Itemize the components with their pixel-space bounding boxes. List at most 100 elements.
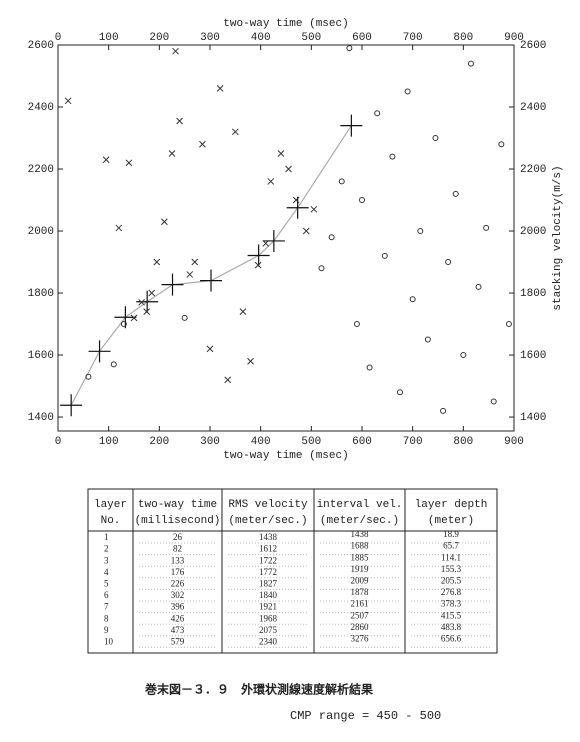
table-cell: 1438 (351, 529, 370, 539)
table-cell: 1722 (259, 555, 277, 565)
y-tick-label: 1600 (28, 350, 54, 362)
table-cell: 415.5 (441, 610, 462, 620)
semblance-circle (475, 283, 482, 290)
table-cell: 3276 (351, 633, 370, 643)
table-cell: 176 (171, 567, 185, 577)
semblance-x (206, 345, 214, 353)
semblance-x (302, 227, 310, 235)
semblance-x (168, 150, 176, 157)
velocity-pick (247, 244, 270, 267)
y-tick-label-right: 2200 (520, 164, 546, 176)
table-cell: 1688 (351, 541, 370, 551)
semblance-circle (483, 224, 490, 231)
semblance-x (310, 205, 318, 213)
x-tick-label-top: 600 (352, 32, 372, 44)
table-cell: 226 (171, 578, 185, 588)
velocity-pick (136, 290, 159, 313)
semblance-circle (359, 197, 365, 204)
table-cell: 473 (171, 625, 185, 635)
semblance-circle (318, 265, 325, 272)
semblance-x (186, 271, 194, 278)
table-cell: 426 (171, 613, 185, 623)
semblance-circle (353, 321, 360, 328)
table-cell: 2340 (259, 636, 278, 646)
y-tick-label: 2600 (28, 40, 54, 52)
x-tick-label-top: 200 (149, 32, 169, 44)
table-cell: 1 (104, 532, 109, 542)
semblance-circle (467, 60, 474, 67)
semblance-circle (432, 135, 439, 142)
velocity-pick (286, 196, 309, 219)
table-header: layer depth (415, 499, 488, 511)
semblance-x (292, 196, 300, 204)
semblance-x (254, 261, 262, 269)
semblance-circle (366, 364, 373, 371)
semblance-circle (498, 141, 505, 148)
semblance-circle (424, 336, 431, 343)
table-cell: 1968 (259, 613, 278, 623)
x-tick-label-top: 0 (55, 32, 62, 44)
y-tick-label: 2400 (28, 102, 54, 114)
semblance-x (125, 159, 133, 167)
table-cell: 396 (171, 602, 185, 612)
semblance-x (239, 308, 247, 315)
y-tick-label-right: 1400 (520, 412, 546, 424)
table-cell: 1921 (259, 602, 277, 612)
table-cell: 8 (104, 613, 109, 623)
semblance-circle (338, 178, 345, 185)
table-cell: 1612 (259, 544, 277, 554)
y-tick-label-right: 2600 (520, 40, 546, 52)
table-header: interval vel. (317, 499, 403, 511)
velocity-pick (88, 340, 111, 363)
y-tick-label: 1800 (28, 288, 54, 300)
x-tick-label: 800 (453, 436, 473, 448)
y-axis-label: stacking velocity(m/s) (552, 165, 564, 310)
semblance-circle (181, 314, 188, 321)
x-tick-label-top: 400 (251, 32, 271, 44)
x-tick-label-top: 500 (301, 32, 321, 44)
semblance-circle (389, 153, 396, 160)
semblance-x (199, 140, 206, 148)
x-tick-label: 600 (352, 436, 372, 448)
table-cell: 579 (171, 636, 185, 646)
semblance-circle (374, 110, 381, 117)
semblance-x (231, 128, 239, 136)
table-cell: 2075 (259, 625, 278, 635)
semblance-circle (120, 321, 127, 328)
x-axis-label-top: two-way time (msec) (223, 18, 348, 30)
x-axis-label: two-way time (msec) (223, 450, 348, 462)
table-cell: 1772 (259, 567, 277, 577)
semblance-x (247, 357, 254, 365)
plot-frame (57, 44, 515, 432)
x-tick-label-top: 300 (200, 32, 220, 44)
semblance-circle (346, 45, 353, 52)
table-header: (meter) (428, 515, 474, 527)
x-tick-label-top: 100 (99, 32, 119, 44)
table-header: (millisecond) (135, 515, 221, 527)
semblance-circle (381, 252, 388, 259)
table-cell: 483.8 (441, 622, 462, 632)
x-tick-label-top: 800 (453, 32, 473, 44)
semblance-circle (409, 296, 416, 303)
table-cell: 2009 (351, 575, 370, 585)
semblance-x (172, 47, 179, 55)
semblance-x (285, 165, 292, 173)
table-cell: 1438 (259, 532, 278, 542)
table-cell: 3 (104, 555, 109, 565)
table-cell: 2507 (351, 610, 370, 620)
y-tick-label-right: 2400 (520, 102, 546, 114)
table-header: (meter/sec.) (320, 515, 399, 527)
x-tick-label: 100 (99, 436, 119, 448)
semblance-x (102, 156, 110, 164)
semblance-x (277, 150, 285, 157)
semblance-x (262, 240, 270, 247)
table-cell: 656.6 (441, 633, 462, 643)
table-cell: 2161 (351, 599, 369, 609)
table-cell: 133 (171, 555, 185, 565)
x-tick-label-top: 700 (403, 32, 423, 44)
table-cell: 1878 (351, 587, 370, 597)
semblance-circle (445, 259, 452, 266)
x-tick-label: 0 (55, 436, 62, 448)
cmp-range: CMP range = 450 - 500 (290, 709, 441, 723)
